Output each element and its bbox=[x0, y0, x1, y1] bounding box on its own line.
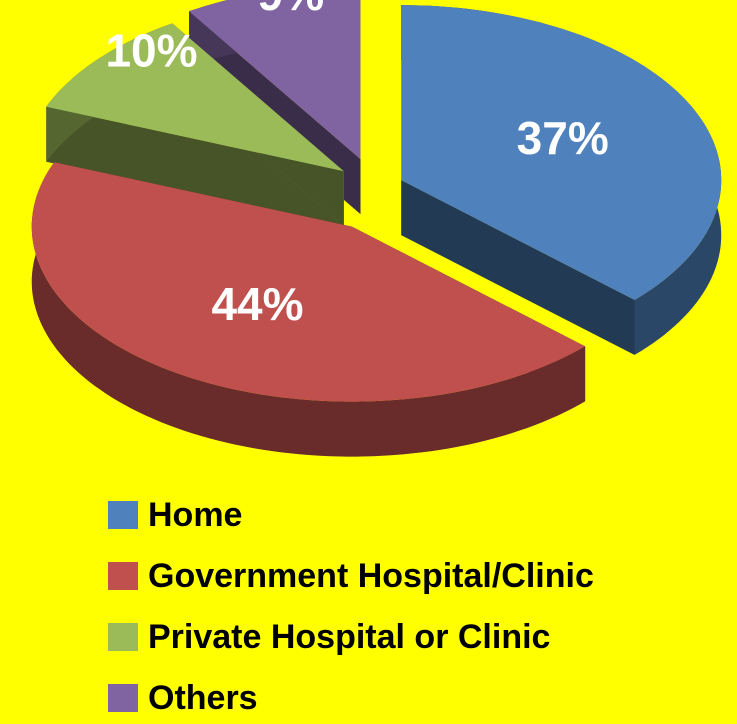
slice bbox=[31, 162, 586, 457]
legend-label: Home bbox=[148, 496, 242, 534]
legend-swatch bbox=[108, 501, 138, 529]
slice-wall bbox=[31, 162, 586, 457]
legend-label: Others bbox=[148, 679, 258, 717]
slice-top bbox=[189, 0, 361, 160]
legend-label: Private Hospital or Clinic bbox=[148, 618, 550, 656]
data-label: 44% bbox=[211, 278, 303, 330]
slice bbox=[401, 5, 722, 355]
slice-shade bbox=[31, 162, 586, 457]
slice-top bbox=[401, 5, 722, 300]
legend-swatch bbox=[108, 562, 138, 590]
legend-label: Government Hospital/Clinic bbox=[148, 557, 594, 595]
legend-swatch bbox=[108, 684, 138, 712]
slice-shade bbox=[401, 180, 635, 355]
slice-top bbox=[31, 162, 586, 402]
data-label: 37% bbox=[517, 112, 609, 164]
slice-shade bbox=[46, 106, 344, 227]
slice-top bbox=[46, 23, 344, 172]
data-label: 9% bbox=[258, 0, 324, 20]
legend-swatch bbox=[108, 623, 138, 651]
slice bbox=[46, 23, 344, 227]
data-label: 10% bbox=[105, 24, 197, 76]
